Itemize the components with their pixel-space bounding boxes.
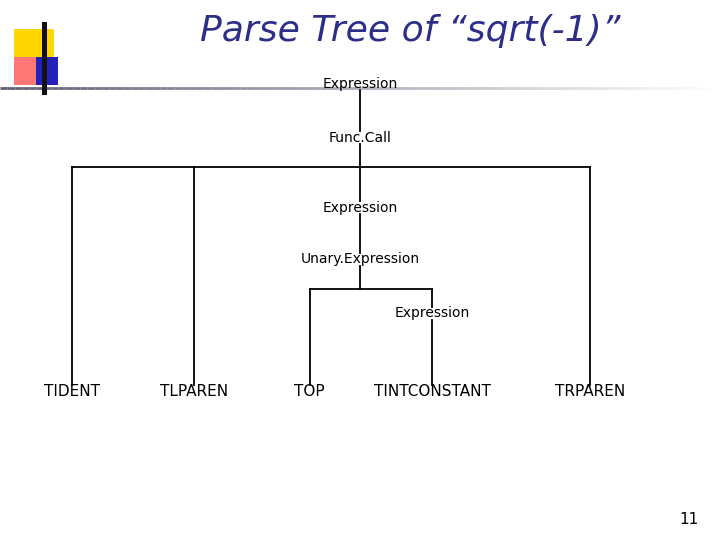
Bar <box>42 22 47 94</box>
Text: TLPAREN: TLPAREN <box>161 384 228 399</box>
Text: TOP: TOP <box>294 384 325 399</box>
Text: Expression: Expression <box>395 306 469 320</box>
Text: Func.Call: Func.Call <box>328 131 392 145</box>
Text: Expression: Expression <box>323 77 397 91</box>
Text: TINTCONSTANT: TINTCONSTANT <box>374 384 490 399</box>
Text: TRPAREN: TRPAREN <box>555 384 626 399</box>
Text: Parse Tree of “sqrt(-1)”: Parse Tree of “sqrt(-1)” <box>200 14 621 48</box>
Text: Expression: Expression <box>323 201 397 215</box>
Bar <box>14 29 54 57</box>
Text: Unary.Expression: Unary.Expression <box>300 252 420 266</box>
Bar <box>14 57 36 85</box>
Bar <box>36 57 58 85</box>
Text: TIDENT: TIDENT <box>44 384 100 399</box>
Text: 11: 11 <box>679 511 698 526</box>
